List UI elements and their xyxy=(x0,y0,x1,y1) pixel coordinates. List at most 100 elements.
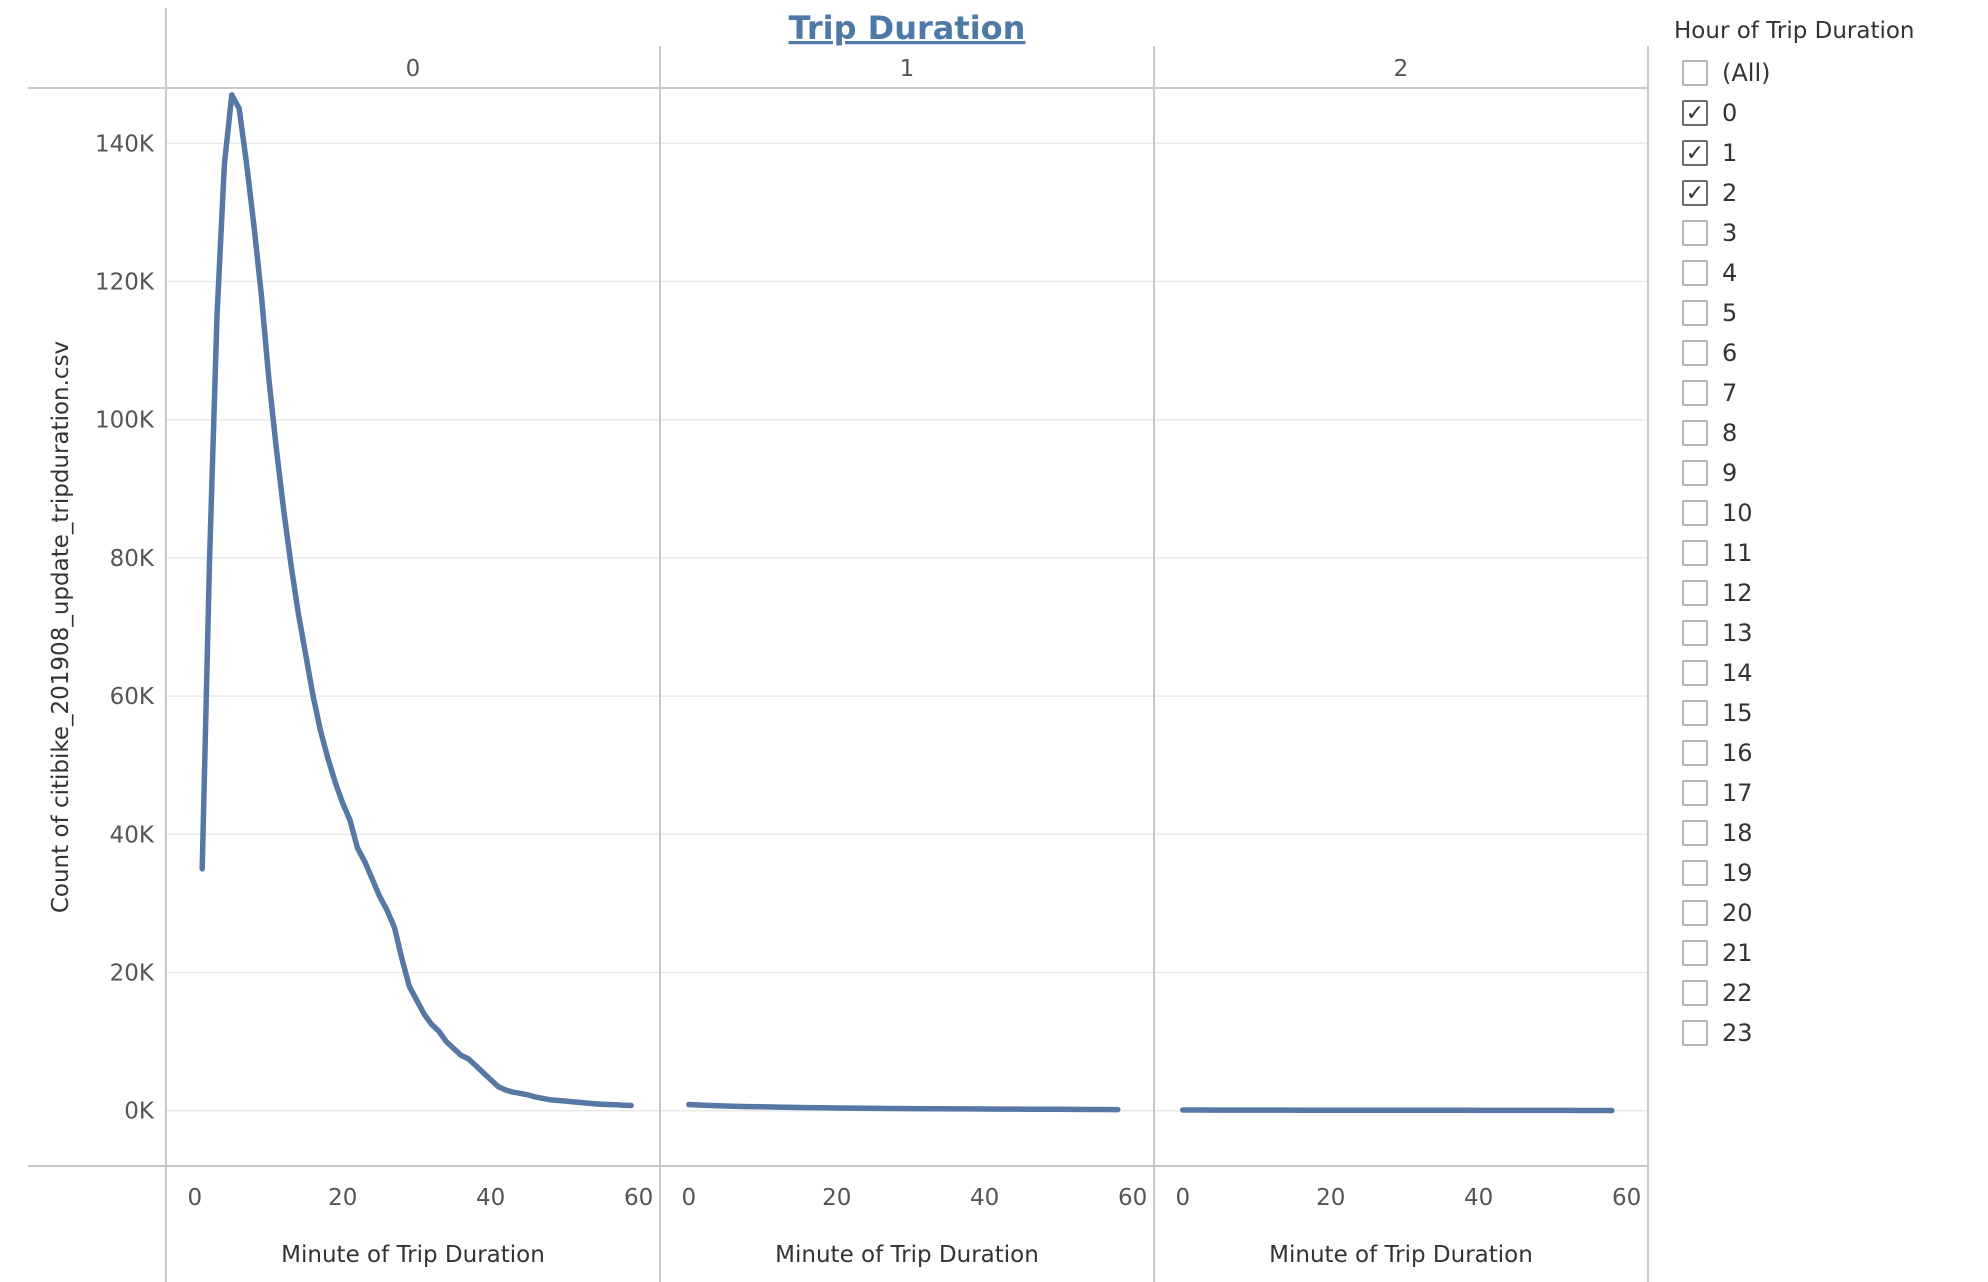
x-tick-label: 40 xyxy=(1464,1185,1493,1211)
legend-item-label: 16 xyxy=(1722,739,1753,767)
legend-item-0[interactable]: ✓ 0 xyxy=(1682,96,1737,130)
legend-item-label: 20 xyxy=(1722,899,1753,927)
legend-item-22[interactable]: 22 xyxy=(1682,976,1753,1010)
checkbox-icon[interactable] xyxy=(1682,540,1708,566)
legend-item-12[interactable]: 12 xyxy=(1682,576,1753,610)
legend-item-13[interactable]: 13 xyxy=(1682,616,1753,650)
legend-item-label: 2 xyxy=(1722,179,1738,207)
legend-item-7[interactable]: 7 xyxy=(1682,376,1737,410)
legend-item-label: 17 xyxy=(1722,779,1753,807)
checkbox-icon[interactable] xyxy=(1682,220,1708,246)
y-tick-label: 80K xyxy=(110,546,155,572)
legend-item-14[interactable]: 14 xyxy=(1682,656,1753,690)
legend-item-11[interactable]: 11 xyxy=(1682,536,1753,570)
facet-header-0: 0 xyxy=(406,56,421,82)
checkbox-icon[interactable] xyxy=(1682,900,1708,926)
legend-item-1[interactable]: ✓ 1 xyxy=(1682,136,1737,170)
legend-item-all[interactable]: (All) xyxy=(1682,56,1770,90)
legend-item-10[interactable]: 10 xyxy=(1682,496,1753,530)
chart-title: Trip Duration xyxy=(789,9,1026,47)
checkbox-checked-icon[interactable]: ✓ xyxy=(1682,180,1708,206)
legend-item-label: 3 xyxy=(1722,219,1738,247)
legend-item-label: 23 xyxy=(1722,1019,1753,1047)
legend-item-19[interactable]: 19 xyxy=(1682,856,1753,890)
checkbox-icon[interactable] xyxy=(1682,500,1708,526)
checkbox-icon[interactable] xyxy=(1682,940,1708,966)
checkbox-icon[interactable] xyxy=(1682,740,1708,766)
legend-item-label: 10 xyxy=(1722,499,1753,527)
legend-item-label: 4 xyxy=(1722,259,1738,287)
legend-item-label: (All) xyxy=(1722,59,1771,87)
legend-item-16[interactable]: 16 xyxy=(1682,736,1753,770)
checkbox-icon[interactable] xyxy=(1682,420,1708,446)
checkbox-checked-icon[interactable]: ✓ xyxy=(1682,140,1708,166)
checkbox-icon[interactable] xyxy=(1682,860,1708,886)
legend-item-label: 12 xyxy=(1722,579,1753,607)
legend-item-label: 1 xyxy=(1722,139,1738,167)
y-tick-label: 40K xyxy=(110,822,155,848)
y-tick-label: 0K xyxy=(124,1099,155,1125)
y-tick-label: 100K xyxy=(95,408,155,434)
x-tick-label: 40 xyxy=(476,1185,505,1211)
y-axis-label: Count of citibike_201908_update_tripdura… xyxy=(48,341,74,913)
checkbox-icon[interactable] xyxy=(1682,580,1708,606)
legend-item-label: 11 xyxy=(1722,539,1753,567)
x-tick-label: 0 xyxy=(1175,1185,1190,1211)
x-tick-label: 20 xyxy=(1316,1185,1345,1211)
legend-item-23[interactable]: 23 xyxy=(1682,1016,1753,1050)
legend-item-17[interactable]: 17 xyxy=(1682,776,1753,810)
checkbox-icon[interactable] xyxy=(1682,780,1708,806)
filter-legend: Hour of Trip Duration (All) ✓ 0 ✓ 1 ✓ 2 3 4 5 6 7 8 9… xyxy=(1664,0,1988,1282)
legend-item-2[interactable]: ✓ 2 xyxy=(1682,176,1737,210)
x-axis-label: Minute of Trip Duration xyxy=(775,1242,1039,1268)
checkbox-icon[interactable] xyxy=(1682,60,1708,86)
x-tick-label: 0 xyxy=(681,1185,696,1211)
x-tick-label: 20 xyxy=(822,1185,851,1211)
legend-item-label: 19 xyxy=(1722,859,1753,887)
legend-item-label: 18 xyxy=(1722,819,1753,847)
y-tick-label: 140K xyxy=(95,131,155,157)
legend-title: Hour of Trip Duration xyxy=(1674,18,1915,44)
checkbox-icon[interactable] xyxy=(1682,340,1708,366)
legend-item-20[interactable]: 20 xyxy=(1682,896,1753,930)
checkbox-icon[interactable] xyxy=(1682,980,1708,1006)
legend-item-label: 14 xyxy=(1722,659,1753,687)
legend-item-18[interactable]: 18 xyxy=(1682,816,1753,850)
x-tick-label: 60 xyxy=(1118,1185,1147,1211)
x-axis-label: Minute of Trip Duration xyxy=(281,1242,545,1268)
checkbox-icon[interactable] xyxy=(1682,620,1708,646)
legend-item-label: 22 xyxy=(1722,979,1753,1007)
x-tick-label: 40 xyxy=(970,1185,999,1211)
facet-header-2: 2 xyxy=(1394,56,1409,82)
legend-item-21[interactable]: 21 xyxy=(1682,936,1753,970)
y-tick-label: 60K xyxy=(110,684,155,710)
checkbox-icon[interactable] xyxy=(1682,660,1708,686)
series-line-hour-1 xyxy=(686,1101,1121,1113)
legend-item-4[interactable]: 4 xyxy=(1682,256,1737,290)
legend-item-label: 5 xyxy=(1722,299,1738,327)
legend-item-label: 8 xyxy=(1722,419,1738,447)
x-tick-label: 60 xyxy=(624,1185,653,1211)
checkbox-icon[interactable] xyxy=(1682,820,1708,846)
legend-item-9[interactable]: 9 xyxy=(1682,456,1737,490)
legend-item-label: 6 xyxy=(1722,339,1738,367)
checkbox-icon[interactable] xyxy=(1682,300,1708,326)
x-tick-label: 0 xyxy=(187,1185,202,1211)
checkbox-checked-icon[interactable]: ✓ xyxy=(1682,100,1708,126)
facet-header-1: 1 xyxy=(900,56,915,82)
x-tick-label: 60 xyxy=(1612,1185,1641,1211)
series-line-hour-2 xyxy=(1180,1107,1615,1114)
checkbox-icon[interactable] xyxy=(1682,700,1708,726)
y-tick-label: 120K xyxy=(95,269,155,295)
legend-item-5[interactable]: 5 xyxy=(1682,296,1737,330)
x-tick-label: 20 xyxy=(328,1185,357,1211)
legend-item-15[interactable]: 15 xyxy=(1682,696,1753,730)
checkbox-icon[interactable] xyxy=(1682,260,1708,286)
legend-item-label: 13 xyxy=(1722,619,1753,647)
legend-item-3[interactable]: 3 xyxy=(1682,216,1737,250)
checkbox-icon[interactable] xyxy=(1682,460,1708,486)
checkbox-icon[interactable] xyxy=(1682,380,1708,406)
legend-item-8[interactable]: 8 xyxy=(1682,416,1737,450)
checkbox-icon[interactable] xyxy=(1682,1020,1708,1046)
legend-item-6[interactable]: 6 xyxy=(1682,336,1737,370)
